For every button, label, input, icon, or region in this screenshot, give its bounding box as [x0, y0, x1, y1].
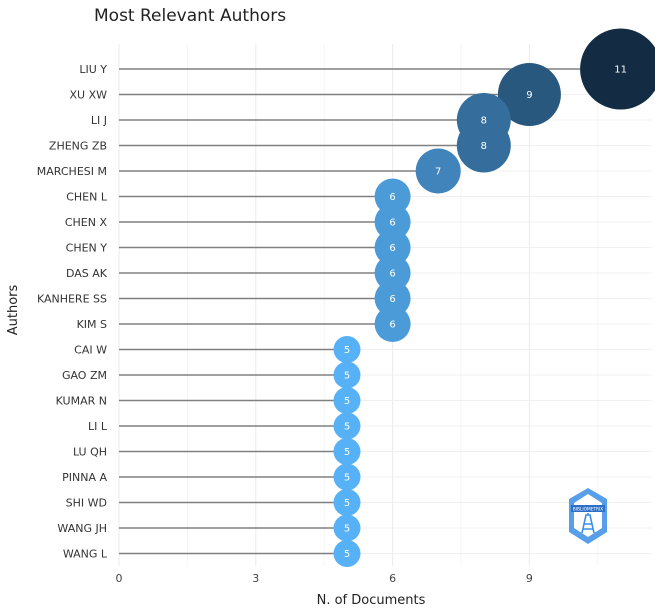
- author-tick-label: GAO ZM: [62, 369, 107, 382]
- bubble-labels: 11 9 8 8 7 6 6 6 6 6 6 5 5 5 5 5 5 5 5 5: [344, 65, 627, 560]
- bubble-value-label: 6: [389, 269, 395, 280]
- x-axis-title: N. of Documents: [317, 593, 426, 608]
- bubble-value-label: 5: [344, 549, 350, 560]
- x-tick-label: 6: [389, 572, 396, 585]
- bubble-value-label: 8: [481, 141, 487, 152]
- bubble: [374, 255, 411, 291]
- x-tick-label: 3: [252, 572, 259, 585]
- bibliometrix-logo: BIBLIOMETRIX: [569, 488, 607, 544]
- bubble: [374, 306, 411, 342]
- author-tick-label: MARCHESI M: [37, 165, 107, 178]
- author-tick-label: LI J: [91, 114, 107, 127]
- x-tick-labels: 0 3 6 9: [116, 572, 533, 585]
- bubble-value-label: 6: [389, 294, 395, 305]
- bubble: [415, 148, 461, 194]
- author-tick-label: WANG L: [63, 548, 108, 561]
- bubble: [374, 229, 411, 266]
- author-tick-label: CAI W: [74, 344, 107, 357]
- bubble-value-label: 11: [614, 65, 627, 76]
- bubble-value-label: 6: [389, 243, 395, 254]
- bubble-value-label: 7: [435, 167, 441, 178]
- author-tick-label: KIM S: [77, 318, 107, 331]
- bubble: [333, 540, 361, 567]
- bubble-value-label: 6: [389, 320, 395, 331]
- bubble: [333, 438, 361, 465]
- author-tick-label: CHEN X: [65, 216, 108, 229]
- author-tick-label: DAS AK: [66, 267, 108, 280]
- author-tick-label: KUMAR N: [56, 395, 107, 408]
- bubble-value-label: 5: [344, 371, 350, 382]
- author-tick-label: SHI WD: [66, 497, 107, 510]
- bubble-value-label: 9: [526, 90, 532, 101]
- bubble: [333, 463, 361, 491]
- author-tick-label: CHEN Y: [66, 242, 108, 255]
- bubble: [333, 489, 361, 516]
- bubble: [374, 280, 411, 317]
- bubble-value-label: 5: [344, 524, 350, 535]
- author-tick-label: KANHERE SS: [37, 293, 107, 306]
- lollipop-stems: [119, 68, 621, 555]
- bubble-value-label: 5: [344, 447, 350, 458]
- author-tick-label: CHEN L: [66, 191, 108, 204]
- bubble: [456, 118, 511, 173]
- bubble: [580, 28, 655, 110]
- chart-title: Most Relevant Authors: [94, 6, 286, 26]
- bubble-value-label: 5: [344, 396, 350, 407]
- y-axis-title: Authors: [6, 285, 21, 336]
- bubble: [333, 361, 361, 389]
- author-tick-label: ZHENG ZB: [49, 140, 107, 153]
- x-tick-label: 0: [116, 572, 123, 585]
- author-tick-label: LU QH: [73, 446, 107, 459]
- author-tick-label: LIU Y: [79, 63, 107, 76]
- bubbles: [333, 28, 655, 567]
- bubble: [333, 387, 361, 414]
- bubble: [333, 336, 361, 363]
- author-tick-label: LI L: [88, 420, 108, 433]
- bubble-value-label: 5: [344, 422, 350, 433]
- x-tick-label: 9: [526, 572, 533, 585]
- bubble-value-label: 6: [389, 218, 395, 229]
- bubble-value-label: 5: [344, 498, 350, 509]
- bubble-value-label: 5: [344, 473, 350, 484]
- bubble-value-label: 5: [344, 345, 350, 356]
- bubble-value-label: 8: [481, 116, 487, 127]
- bubble-value-label: 6: [389, 192, 395, 203]
- author-tick-label: PINNA A: [62, 471, 107, 484]
- bubble: [333, 412, 361, 440]
- y-tick-labels: LIU Y XU XW LI J ZHENG ZB MARCHESI M CHEN L CH…: [37, 63, 108, 561]
- bubble: [497, 63, 561, 126]
- bubble: [333, 514, 361, 542]
- logo-text: BIBLIOMETRIX: [573, 506, 604, 512]
- author-tick-label: XU XW: [70, 89, 108, 102]
- bubble: [374, 178, 411, 215]
- bubble: [374, 204, 411, 240]
- author-tick-label: WANG JH: [57, 522, 107, 535]
